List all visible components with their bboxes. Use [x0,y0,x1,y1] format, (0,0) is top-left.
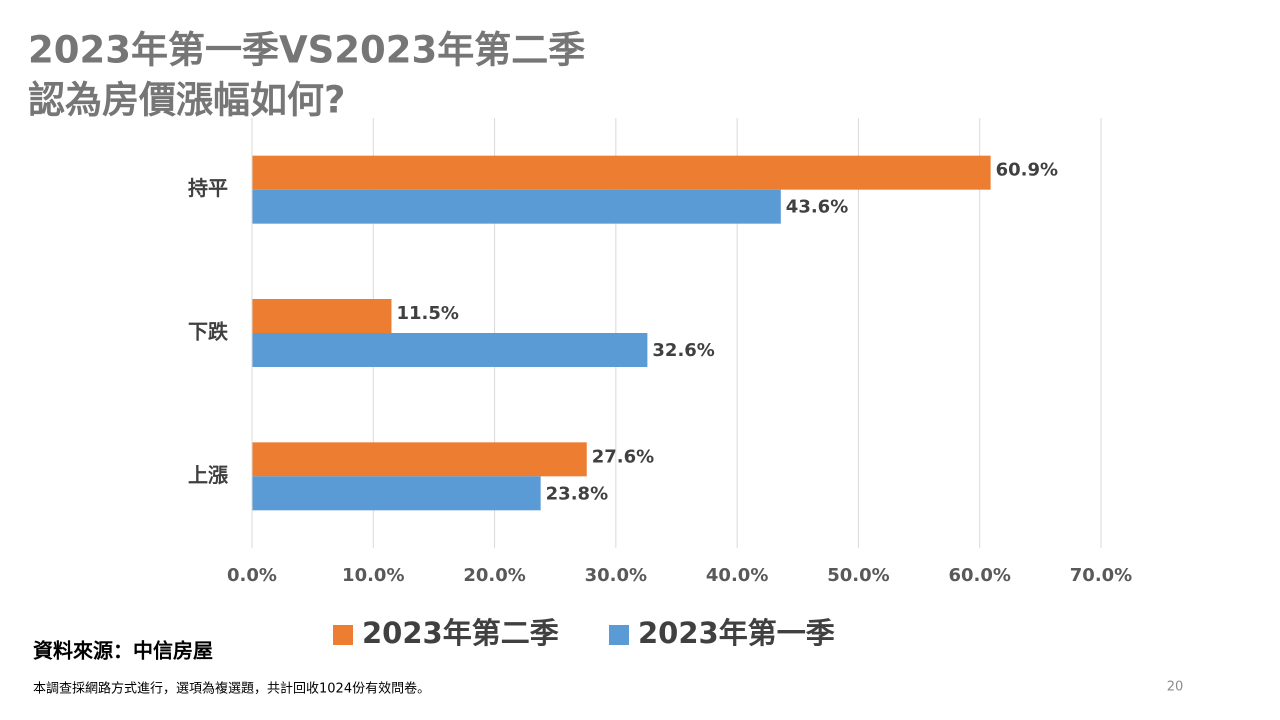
note: 本調查採網路方式進行，選項為複選題，共計回收1024份有效問卷。 [33,681,430,697]
y-tick-label: 上漲 [188,463,229,487]
x-tick-label: 20.0% [463,565,525,586]
x-tick-label: 10.0% [342,565,404,586]
bar [252,476,541,511]
bar [252,442,587,477]
data-label: 11.5% [396,303,458,324]
x-tick-label: 50.0% [827,565,889,586]
x-tick-label: 60.0% [948,565,1010,586]
legend-label: 2023年第一季 [638,616,835,650]
data-label: 32.6% [652,340,714,361]
data-label: 43.6% [786,197,848,218]
bar [252,333,648,367]
data-label: 27.6% [592,446,654,467]
source: 資料來源：中信房屋 [33,639,213,663]
page-number: 20 [1167,680,1184,695]
x-tick-label: 30.0% [585,565,647,586]
bar [252,155,991,190]
title-line: 2023年第一季VS2023年第二季 [28,29,585,72]
title-line: 認為房價漲幅如何? [28,79,345,122]
x-tick-label: 70.0% [1070,565,1132,586]
x-tick-label: 40.0% [706,565,768,586]
y-tick-label: 下跌 [188,320,229,344]
x-tick-label: 0.0% [227,565,277,586]
y-tick-label: 持平 [188,176,228,200]
legend-swatch [609,625,629,645]
legend-swatch [333,625,353,645]
bar [252,299,392,333]
legend-label: 2023年第二季 [362,616,559,650]
data-label: 23.8% [546,483,608,504]
data-label: 60.9% [996,160,1058,181]
bar [252,189,781,224]
